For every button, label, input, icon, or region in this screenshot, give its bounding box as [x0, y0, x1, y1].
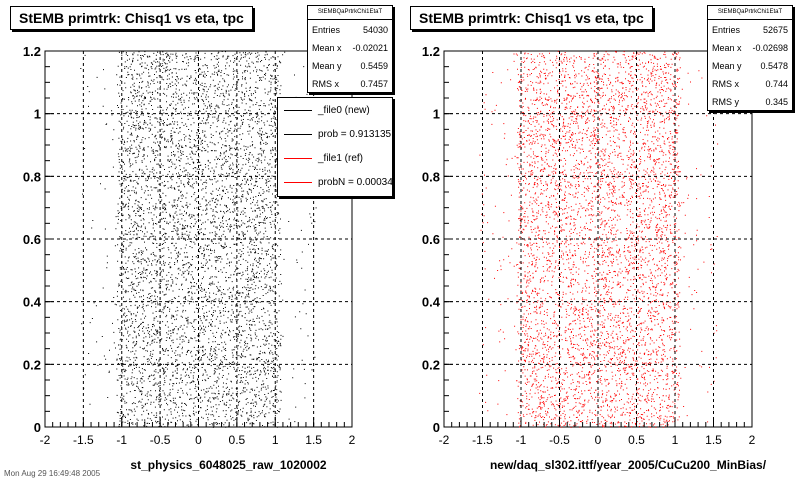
legend-line-swatch — [284, 157, 312, 159]
stats-label: Entries — [312, 25, 341, 35]
y-tick-label: 0.6 — [23, 232, 41, 247]
legend-line-swatch — [284, 181, 312, 183]
y-tick-label: 0 — [34, 420, 41, 435]
x-tick-label: 2 — [349, 433, 356, 447]
grid — [45, 51, 352, 427]
stats-value: 0.5459 — [360, 61, 388, 71]
y-tick-label: 0.8 — [422, 169, 440, 184]
stats-name: StEMBQaPrtrkChi1EtaT — [708, 6, 792, 20]
stats-value: 0.7457 — [360, 79, 388, 89]
scatter-points — [479, 51, 719, 428]
legend-line-swatch — [284, 109, 312, 111]
x-axis-label: new/daq_sl302.ittf/year_2005/CuCu200_Min… — [490, 458, 767, 472]
x-tick-label: -1 — [516, 433, 527, 447]
x-tick-label: -1.5 — [472, 433, 493, 447]
left-legend: _file0 (new) prob = 0.913135 _file1 (ref) p… — [277, 97, 393, 197]
y-tick-label: 1 — [433, 107, 440, 122]
legend-entry: _file1 (ref) — [278, 146, 392, 170]
left-stats-box: StEMBQaPrtrkChi1EtaT Entries 54030 Mean x -0… — [307, 5, 393, 93]
stats-row: Entries 54030 — [308, 20, 392, 38]
y-tick-label: 0.2 — [23, 357, 41, 372]
y-tick-label: 1.2 — [23, 44, 41, 59]
legend-label: _file0 (new) — [318, 104, 370, 116]
stats-row: Mean x -0.02698 — [708, 38, 792, 56]
axis-ticks — [44, 50, 353, 428]
stats-value: -0.02021 — [352, 43, 388, 53]
x-tick-label: 0 — [195, 433, 202, 447]
grid — [444, 51, 752, 427]
x-tick-label: -1.5 — [73, 433, 94, 447]
stats-label: Mean y — [312, 61, 342, 71]
stats-label: Mean y — [712, 61, 742, 71]
stats-row: Mean x -0.02021 — [308, 38, 392, 56]
y-tick-label: 0.6 — [422, 232, 440, 247]
stats-label: RMS y — [712, 97, 739, 107]
stats-row: RMS y 0.345 — [708, 92, 792, 110]
x-tick-label: -1 — [116, 433, 127, 447]
stats-label: Mean x — [712, 43, 742, 53]
right-chart-panel: -2 -1.5 -1 -0.5 0 0.5 1 1.5 2 0 0.2 0.4 0.6 0.8 1 1.2 ne… — [422, 44, 767, 472]
legend-entry: prob = 0.913135 — [278, 122, 392, 146]
timestamp-footer: Mon Aug 29 16:49:48 2005 — [4, 469, 101, 478]
right-stats-box: StEMBQaPrtrkChi1EtaT Entries 52675 Mean x -0… — [707, 5, 793, 111]
y-tick-label: 1.2 — [422, 44, 440, 59]
stats-row: RMS x 0.744 — [708, 74, 792, 92]
stats-row: Entries 52675 — [708, 20, 792, 38]
y-tick-label: 0.2 — [422, 357, 440, 372]
stats-value: 0.345 — [765, 97, 788, 107]
x-tick-label: 2 — [749, 433, 756, 447]
y-tick-label: 0.4 — [23, 295, 42, 310]
x-tick-label: 0.5 — [229, 433, 246, 447]
legend-label: prob = 0.913135 — [318, 128, 392, 140]
legend-entry: _file0 (new) — [278, 98, 392, 122]
y-tick-label: 0 — [433, 420, 440, 435]
stats-value: 0.5478 — [760, 61, 788, 71]
axis-ticks — [443, 50, 753, 428]
legend-label: probN = 0.00034 — [318, 176, 393, 188]
stats-value: 0.744 — [765, 79, 788, 89]
y-tick-label: 0.8 — [23, 169, 41, 184]
x-tick-label: 0 — [595, 433, 602, 447]
x-tick-label: 1.5 — [305, 433, 322, 447]
x-tick-label: 0.5 — [628, 433, 645, 447]
data-points — [80, 51, 319, 428]
right-chart-title: StEMB primtrk: Chisq1 vs eta, tpc — [410, 6, 653, 30]
x-tick-label: -0.5 — [549, 433, 570, 447]
stats-row: Mean y 0.5478 — [708, 56, 792, 74]
stats-label: Entries — [712, 25, 741, 35]
y-tick-label: 0.4 — [422, 295, 441, 310]
y-tick-label: 1 — [34, 107, 41, 122]
stats-label: RMS x — [712, 79, 739, 89]
legend-label: _file1 (ref) — [318, 152, 364, 164]
stats-value: 54030 — [362, 25, 388, 35]
legend-line-swatch — [284, 133, 312, 135]
stats-name: StEMBQaPrtrkChi1EtaT — [308, 6, 392, 20]
stats-label: RMS x — [312, 79, 339, 89]
x-tick-label: 1.5 — [705, 433, 722, 447]
stats-row: RMS x 0.7457 — [308, 74, 392, 92]
left-chart-title: StEMB primtrk: Chisq1 vs eta, tpc — [10, 6, 253, 30]
x-axis-label: st_physics_6048025_raw_1020002 — [130, 458, 326, 472]
x-tick-label: -2 — [439, 433, 450, 447]
stats-label: Mean x — [312, 43, 342, 53]
legend-entry: probN = 0.00034 — [278, 170, 392, 194]
scatter-points — [80, 51, 319, 428]
stats-row: Mean y 0.5459 — [308, 56, 392, 74]
data-points — [479, 51, 719, 428]
x-tick-label: -2 — [40, 433, 51, 447]
stats-value: -0.02698 — [752, 43, 788, 53]
x-tick-label: -0.5 — [150, 433, 171, 447]
x-tick-label: 1 — [272, 433, 279, 447]
stats-value: 52675 — [762, 25, 788, 35]
x-tick-label: 1 — [672, 433, 679, 447]
